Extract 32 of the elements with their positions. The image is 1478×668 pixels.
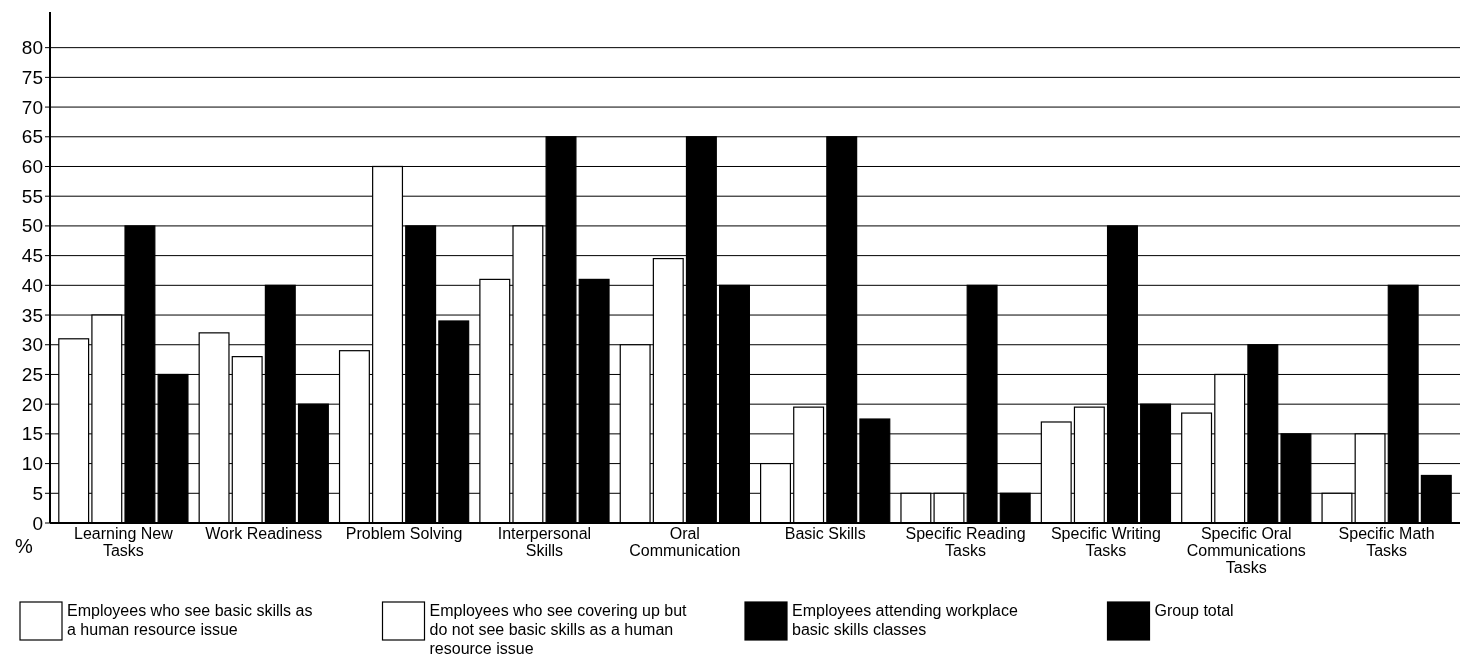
- y-tick-label: 0: [32, 512, 43, 534]
- y-tick-label: 45: [21, 245, 43, 267]
- y-axis-title: %: [15, 535, 34, 557]
- x-tick-label: Specific Reading Tasks: [905, 525, 1026, 559]
- y-tick-label: 75: [21, 66, 43, 88]
- legend-label: Employees attending workplace basic skills classes: [792, 602, 1019, 638]
- y-tick-label: 70: [21, 96, 43, 118]
- x-tick-label: Interpersonal Skills: [497, 525, 592, 559]
- y-tick-label: 65: [21, 126, 43, 148]
- x-tick-label: Specific Writing Tasks: [1050, 525, 1161, 559]
- y-tick-label: 55: [21, 185, 43, 207]
- x-tick-label: Specific Oral Communications Tasks: [1186, 525, 1306, 576]
- x-tick-label: Problem Solving: [345, 525, 463, 542]
- legend-label: Employees who see covering up but do not see basic skills as a human resource issue: [429, 602, 688, 657]
- y-tick-label: 40: [21, 274, 43, 296]
- x-tick-label: Work Readiness: [205, 525, 323, 542]
- y-tick-label: 25: [21, 363, 43, 385]
- x-tick-label: Basic Skills: [784, 525, 866, 542]
- y-tick-label: 20: [21, 393, 43, 415]
- y-tick-label: 35: [21, 304, 43, 326]
- y-tick-label: 50: [21, 215, 43, 237]
- x-tick-label: Learning New Tasks: [74, 525, 174, 559]
- y-tick-label: 10: [21, 453, 43, 475]
- legend-label: Group total: [1154, 602, 1234, 619]
- y-tick-label: 30: [21, 334, 43, 356]
- y-tick-label: 60: [21, 155, 43, 177]
- legend-label: Employees who see basic skills as a human resource issue: [67, 602, 313, 638]
- x-tick-label: Specific Math Tasks: [1338, 525, 1435, 559]
- y-tick-label: 15: [21, 423, 43, 445]
- x-tick-label: Oral Communication: [629, 525, 741, 559]
- y-tick-label: 80: [21, 37, 43, 59]
- y-tick-label: 5: [32, 482, 43, 504]
